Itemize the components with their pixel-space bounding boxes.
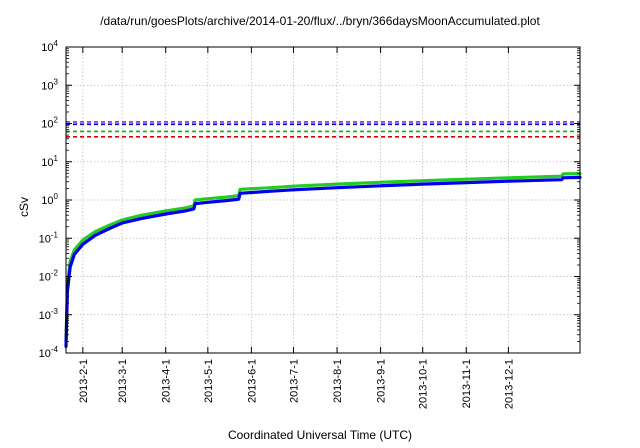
y-tick-exponent: 3 xyxy=(54,77,59,86)
x-tick-label: 2013-5-1 xyxy=(203,359,215,403)
y-tick-base: 10 xyxy=(39,272,51,284)
y-tick-label: 10-1 xyxy=(39,230,59,245)
y-tick-exponent: -1 xyxy=(51,230,59,239)
y-tick-label: 104 xyxy=(41,39,58,54)
x-tick-label: 2013-2-1 xyxy=(78,359,90,403)
y-tick-exponent: 4 xyxy=(54,39,59,48)
y-tick-label: 100 xyxy=(41,192,58,207)
y-tick-label: 10-2 xyxy=(39,269,59,284)
y-tick-label: 102 xyxy=(41,116,58,131)
y-tick-exponent: 0 xyxy=(54,192,59,201)
grid-layer xyxy=(66,47,580,353)
x-tick-label: 2013-4-1 xyxy=(161,359,173,403)
y-tick-base: 10 xyxy=(41,157,53,169)
chart-title: /data/run/goesPlots/archive/2014-01-20/f… xyxy=(100,14,540,28)
y-tick-base: 10 xyxy=(39,233,51,245)
y-tick-base: 10 xyxy=(41,119,53,131)
x-tick-label: 2013-7-1 xyxy=(289,359,301,403)
series-layer xyxy=(64,172,582,348)
y-tick-base: 10 xyxy=(41,195,53,207)
y-tick-label: 10-3 xyxy=(39,307,59,322)
y-tick-exponent: -2 xyxy=(51,269,59,278)
x-tick-label: 2013-9-1 xyxy=(376,359,388,403)
y-tick-label: 10-4 xyxy=(39,345,59,360)
x-tick-label: 2013-12-1 xyxy=(503,359,515,409)
y-tick-label: 103 xyxy=(41,77,58,92)
y-tick-base: 10 xyxy=(39,348,51,360)
x-axis-ticks: 2013-2-1 2013-3-1 2013-4-1 2013-5-1 2013-6-1… xyxy=(78,47,515,409)
series-line xyxy=(64,172,582,344)
series-line xyxy=(64,175,582,348)
x-axis-label: Coordinated Universal Time (UTC) xyxy=(227,428,413,442)
x-tick-label: 2013-10-1 xyxy=(418,359,430,409)
reference-lines xyxy=(66,121,580,138)
x-tick-label: 2013-11-1 xyxy=(461,359,473,408)
y-tick-base: 10 xyxy=(41,80,53,92)
x-tick-label: 2013-6-1 xyxy=(246,359,258,403)
y-tick-exponent: 1 xyxy=(54,154,59,163)
x-tick-label: 2013-3-1 xyxy=(117,359,129,403)
y-tick-base: 10 xyxy=(39,310,51,322)
y-tick-exponent: 2 xyxy=(54,116,59,125)
y-tick-exponent: -4 xyxy=(51,345,59,354)
x-tick-label: 2013-8-1 xyxy=(332,359,344,403)
y-tick-label: 101 xyxy=(41,154,58,169)
y-tick-base: 10 xyxy=(41,42,53,54)
y-tick-exponent: -3 xyxy=(51,307,59,316)
